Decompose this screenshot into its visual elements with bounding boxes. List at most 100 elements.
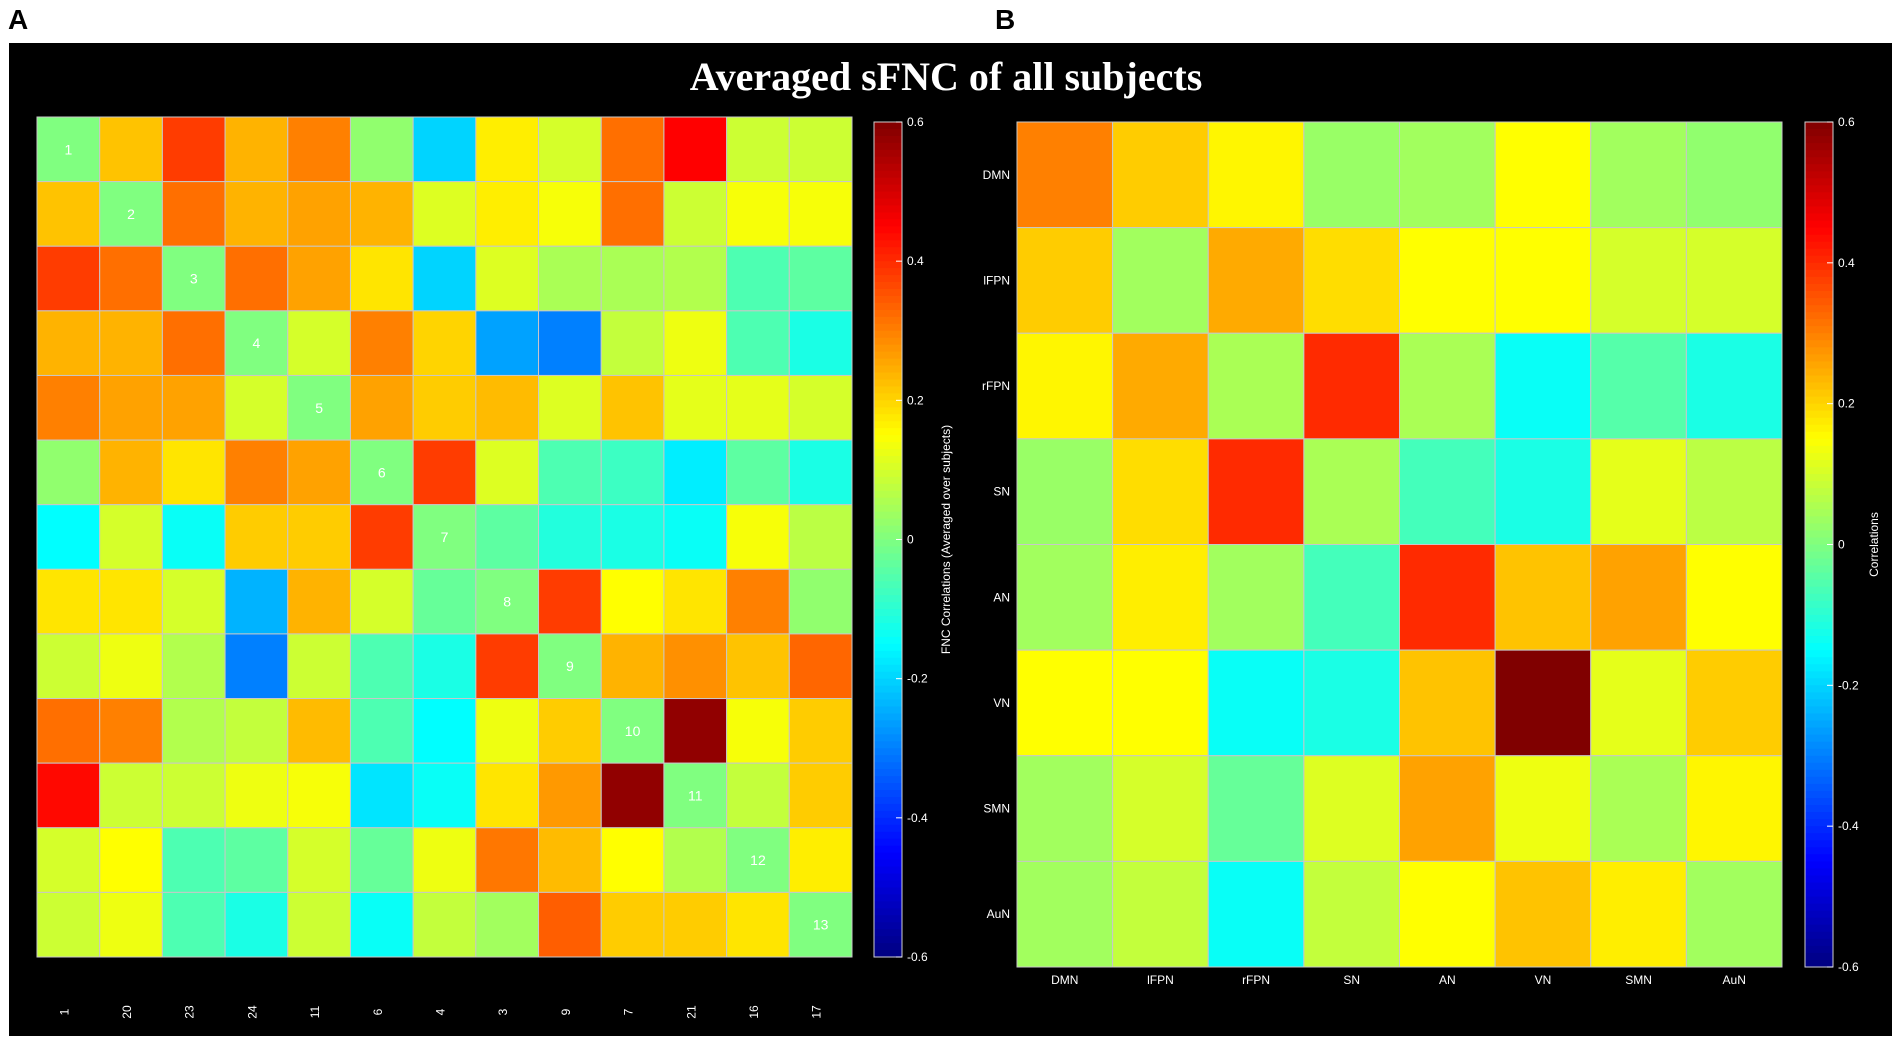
diagonal-label: 6: [378, 464, 386, 480]
heatmap-cell: [600, 310, 665, 376]
heatmap-cell: [726, 374, 790, 441]
heatmap-cell: [224, 181, 289, 247]
diagonal-label: 11: [688, 787, 703, 803]
heatmap-cell: [349, 439, 414, 506]
x-tick-label: 1: [57, 1008, 71, 1015]
heatmap-cell: [726, 891, 790, 958]
heatmap-cell: [161, 568, 226, 635]
colorbar-segment: [874, 567, 902, 575]
heatmap-cell: [287, 116, 351, 183]
heatmap-cell: [412, 245, 477, 312]
colorbar-segment: [1805, 523, 1833, 532]
colorbar-segment: [1805, 375, 1833, 384]
colorbar-segment: [1805, 847, 1833, 855]
heatmap-cell: [663, 310, 728, 376]
colorbar-segment: [1805, 467, 1833, 475]
colorbar-segment: [874, 539, 902, 548]
heatmap-cell: [475, 116, 540, 183]
colorbar-segment: [874, 602, 902, 610]
heatmap-cell: [1685, 860, 1783, 968]
diagonal-label: 4: [253, 335, 261, 351]
x-tick-label: 4: [434, 1008, 448, 1015]
colorbar-segment: [874, 184, 902, 193]
heatmap-cell: [287, 439, 351, 506]
heatmap-cell: [161, 698, 226, 764]
heatmap-cell: [663, 374, 728, 441]
heatmap-cell: [36, 439, 101, 506]
heatmap-cell: [412, 310, 477, 376]
colorbar-segment: [874, 636, 902, 645]
heatmap-cell: [412, 181, 477, 247]
x-tick-label: VN: [1535, 973, 1552, 987]
heatmap-cell: [36, 698, 101, 764]
colorbar-segment: [874, 128, 902, 137]
diagonal-label: 10: [625, 723, 641, 739]
heatmap-cell: [788, 439, 853, 506]
colorbar-segment: [874, 525, 902, 534]
colorbar-segment: [874, 275, 902, 283]
colorbar-tick-label: -0.4: [907, 811, 928, 825]
colorbar-segment: [1805, 868, 1833, 877]
panel-label-a: A: [8, 4, 29, 35]
colorbar-segment: [1805, 671, 1833, 679]
colorbar-segment: [874, 574, 902, 582]
colorbar-segment: [874, 226, 902, 234]
heatmap-cell: [349, 245, 414, 312]
heatmap-cell: [287, 504, 351, 570]
heatmap-cell: [349, 698, 414, 764]
heatmap-cell: [1016, 227, 1114, 334]
heatmap-cell: [600, 698, 665, 764]
heatmap-cell: [726, 116, 790, 183]
heatmap-cell: [600, 633, 665, 700]
heatmap-cell: [1685, 544, 1783, 651]
heatmap-cell: [538, 633, 602, 700]
heatmap-cell: [788, 245, 853, 312]
diagonal-label: 1: [64, 141, 72, 157]
colorbar-tick-label: 0.2: [1838, 397, 1855, 411]
heatmap-cell: [1590, 227, 1687, 334]
heatmap-cell: [663, 827, 728, 893]
colorbar-segment: [874, 741, 902, 749]
colorbar-segment: [874, 796, 902, 805]
colorbar-segment: [874, 936, 902, 944]
heatmap-cell: [538, 245, 602, 312]
colorbar-segment: [1805, 544, 1833, 553]
heatmap-cell: [1494, 860, 1592, 968]
heatmap-cell: [161, 439, 226, 506]
heatmap-cell: [600, 439, 665, 506]
colorbar-segment: [874, 511, 902, 520]
y-tick-label: DMN: [983, 168, 1010, 182]
heatmap-cell: [1112, 544, 1209, 651]
colorbar-segment: [1805, 269, 1833, 278]
heatmap-cell: [287, 891, 351, 958]
heatmap-cell: [600, 181, 665, 247]
y-tick-label: AuN: [987, 907, 1010, 921]
heatmap-cell: [1112, 332, 1209, 440]
colorbar-segment: [874, 198, 902, 207]
heatmap-cell: [224, 439, 289, 506]
heatmap-cell: [224, 504, 289, 570]
heatmap-cell: [1399, 438, 1496, 545]
heatmap-cell: [538, 827, 602, 893]
heatmap-cell: [287, 633, 351, 700]
heatmap-cell: [1016, 860, 1114, 968]
colorbar-segment: [1805, 776, 1833, 785]
heatmap-cell: [1207, 332, 1305, 440]
colorbar-tick-label: -0.4: [1838, 819, 1859, 833]
heatmap-cell: [1494, 649, 1592, 757]
colorbar-segment: [1805, 509, 1833, 517]
heatmap-cell: [600, 245, 665, 312]
colorbar-segment: [874, 629, 902, 638]
heatmap-cell: [1016, 755, 1114, 862]
colorbar-segment: [1805, 502, 1833, 510]
colorbar-segment: [874, 664, 902, 673]
heatmap-cell: [538, 181, 602, 247]
diagonal-label: 3: [190, 271, 198, 287]
x-tick-label: lFPN: [1147, 973, 1174, 987]
heatmap-cell: [1494, 227, 1592, 334]
colorbar-segment: [874, 268, 902, 276]
heatmap-cell: [726, 181, 790, 247]
colorbar-segment: [874, 769, 902, 777]
x-tick-label: AN: [1439, 973, 1456, 987]
heatmap-cell: [412, 568, 477, 635]
